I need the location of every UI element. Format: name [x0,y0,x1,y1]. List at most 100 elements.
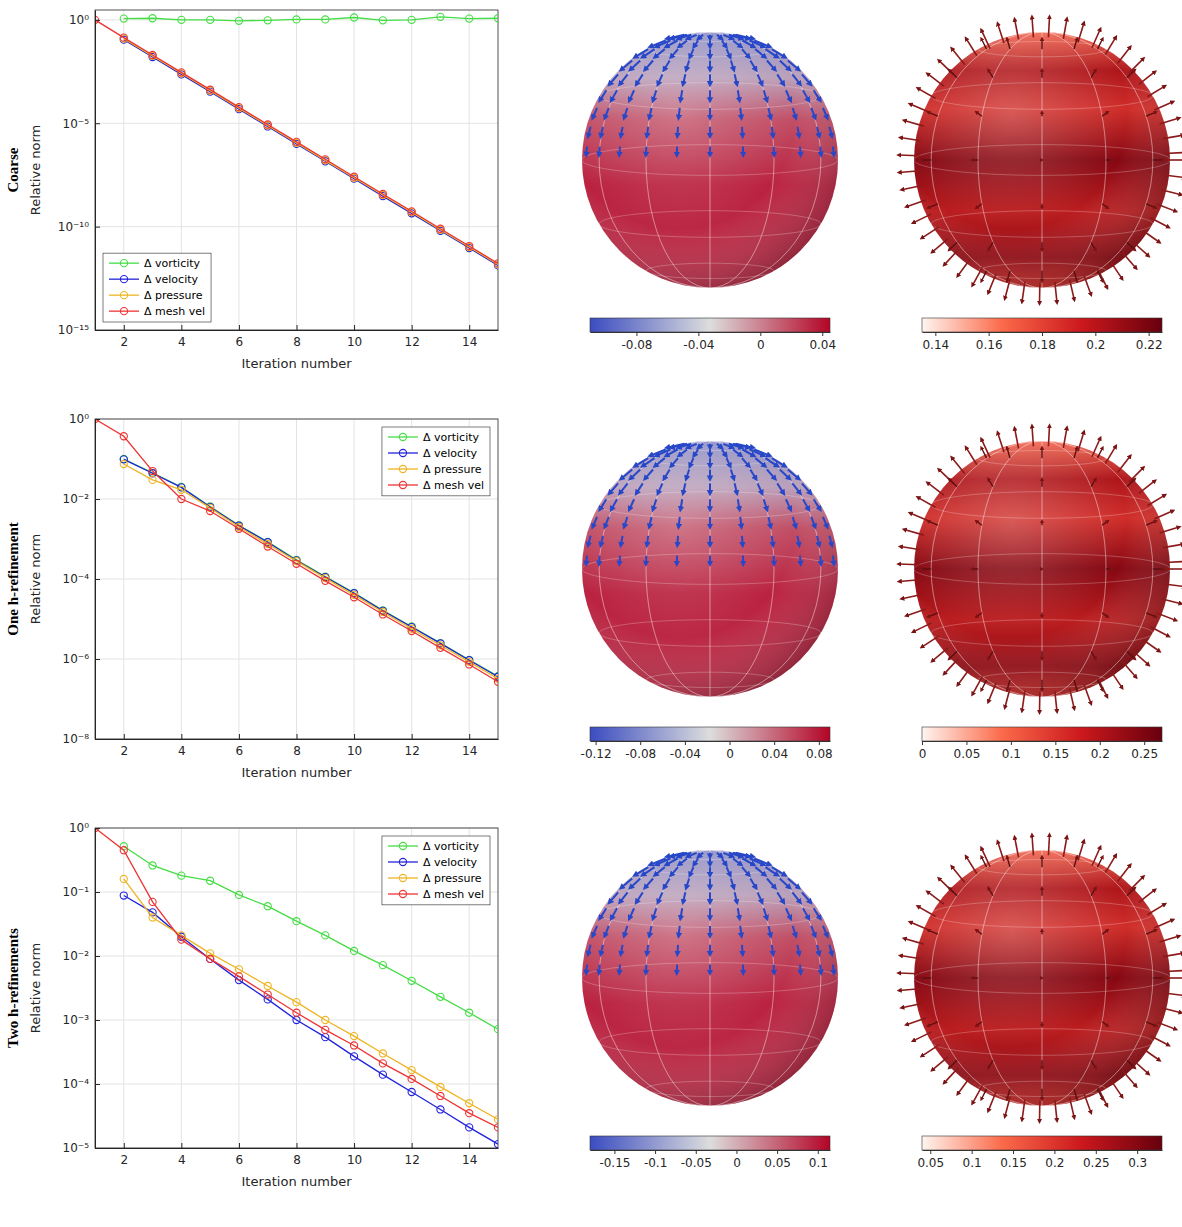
arrow [1091,1060,1096,1068]
series-marker [293,138,300,145]
arrow [624,517,627,527]
arrow [742,867,749,875]
arrow [742,49,749,57]
colorbar-tick-mark [935,332,936,336]
arrow [1041,888,1042,896]
colorbar-tick-mark [1096,1150,1097,1154]
colorbar-tick-mark [774,741,775,745]
arrow [630,879,640,888]
arrow [727,867,731,875]
series-marker [178,872,185,879]
y-tick: 10⁻² [63,492,100,506]
x-tick-mark [181,734,182,739]
arrow [910,104,929,112]
arrow [585,147,588,155]
y-axis: 10⁰10⁻¹10⁻²10⁻³10⁻⁴10⁻⁵ [63,821,100,1155]
arrow [1111,1080,1122,1097]
arrow [709,853,711,857]
y-tick-label: 10⁻⁵ [63,117,90,131]
series-marker [350,1053,357,1060]
arrow [676,556,678,564]
x-axis-line [96,739,499,740]
arrow [585,965,588,973]
arrow [643,49,655,57]
arrow [1150,218,1168,228]
series-marker [437,1083,444,1090]
arrow [928,1022,938,1026]
arrow [600,90,606,100]
series-marker [264,17,271,24]
arrow [988,1092,996,1111]
series-marker [466,1009,473,1016]
arrow [1105,855,1116,873]
plot-area [95,828,498,1148]
y-tick-mark [95,659,100,660]
series-marker [207,86,214,93]
series-marker [120,34,127,41]
arrow [709,945,711,954]
arrow [709,450,711,456]
arrow [829,127,831,136]
arrow [629,908,634,918]
arrow [900,547,920,550]
colorbar-ramp [590,1136,830,1150]
series-marker [408,1066,415,1073]
series-marker [437,993,444,1000]
meridian [646,32,774,288]
x-tick-label: 10 [347,744,362,758]
colorbar-tick-label: -0.1 [644,1156,667,1170]
arrow [731,61,734,70]
arrow [742,458,749,466]
arrow [1097,39,1102,49]
arrow [829,945,831,954]
series-marker [437,13,444,20]
legend-line [388,893,418,894]
arrow [709,108,711,118]
legend-line [388,468,418,469]
series-marker [466,1110,473,1117]
series-marker [149,862,156,869]
arrow [944,1068,958,1083]
colorbar-tick-label: 0.08 [806,747,833,761]
arrow [600,908,606,918]
series-marker [494,678,498,685]
arrow [758,483,762,493]
x-tick-mark [124,325,125,330]
legend-marker [399,449,406,456]
series-marker [494,260,498,267]
arrow [788,879,799,888]
arrow [1007,1089,1010,1099]
y-tick-mark [95,579,100,580]
arrow [611,908,617,918]
series-marker [149,914,156,921]
arrow [1153,977,1163,978]
sphere-grid [582,441,838,697]
arrow [727,49,731,57]
series-marker [379,17,386,24]
arrow [1041,930,1042,934]
meridian [931,850,1153,1106]
latitude [582,554,838,585]
series-marker [149,15,156,22]
arrow [709,879,711,888]
arrow [630,470,640,479]
meridian [931,32,1153,288]
colorbar-tick-label: -0.12 [581,747,612,761]
series-marker [235,966,242,973]
arrow [1091,888,1096,896]
arrow [1041,1022,1042,1026]
y-tick-label: 10⁻⁶ [63,652,90,666]
colorbar-tick-label: 0.3 [1128,1156,1147,1170]
arrow [655,867,665,875]
sphere-arrows [899,835,1182,1122]
arrow [649,108,651,118]
arrow [811,108,815,118]
arrow [1118,865,1131,881]
arrow [755,49,765,57]
arrow [624,926,627,936]
arrow [976,613,982,617]
arrow [928,930,938,934]
colorbar-tick-mark [1149,332,1150,336]
series-marker [120,460,127,467]
arrow [740,108,741,118]
